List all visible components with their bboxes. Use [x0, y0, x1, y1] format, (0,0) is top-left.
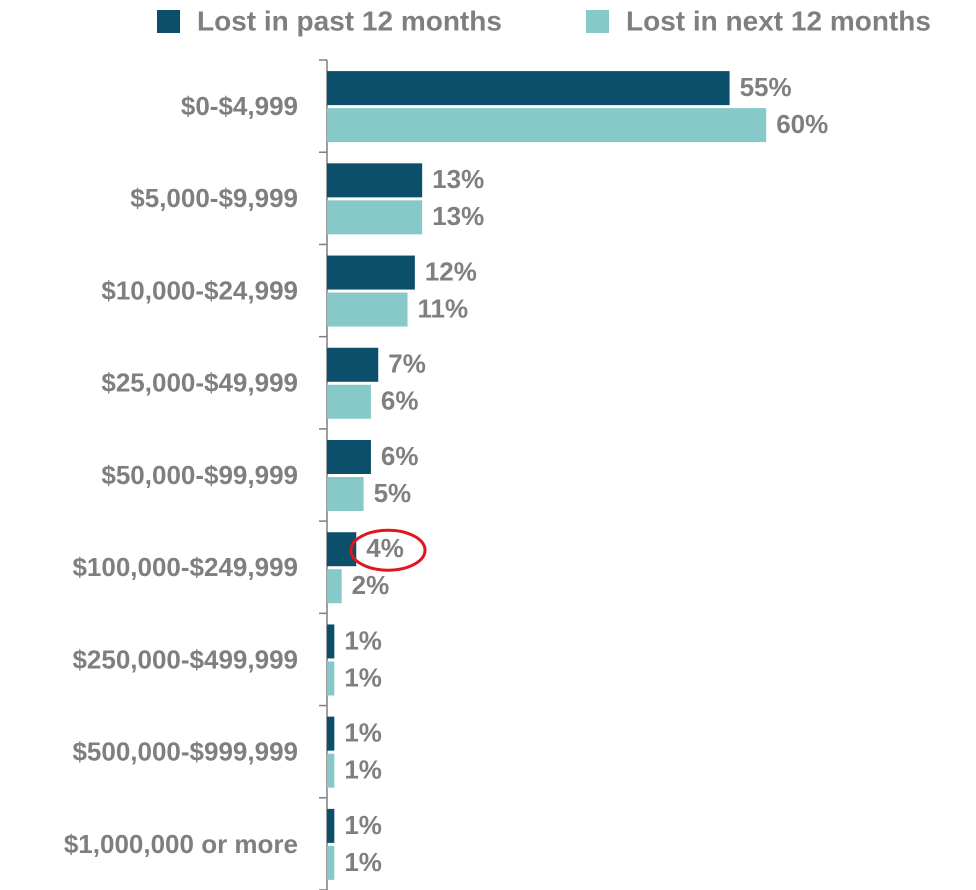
legend-label: Lost in past 12 months: [197, 5, 502, 36]
category-label: $50,000-$99,999: [101, 460, 298, 490]
value-label: 1%: [344, 662, 382, 692]
value-label: 12%: [425, 256, 477, 286]
category-label: $500,000-$999,999: [72, 737, 298, 767]
category-label: $0-$4,999: [181, 91, 298, 121]
bar: [327, 255, 415, 290]
category-label: $10,000-$24,999: [101, 275, 298, 305]
bar: [327, 753, 335, 788]
legend-swatch: [586, 10, 609, 33]
bar: [327, 163, 423, 198]
value-label: 1%: [344, 718, 382, 748]
bar: [327, 384, 371, 419]
bar: [327, 347, 379, 382]
highlight-circle: [349, 528, 427, 572]
value-label: 60%: [776, 109, 828, 139]
legend-label: Lost in next 12 months: [626, 5, 931, 36]
bar: [327, 71, 730, 106]
value-label: 11%: [418, 293, 469, 323]
bar: [327, 292, 408, 327]
category-label: $25,000-$49,999: [101, 368, 298, 398]
category-label: $100,000-$249,999: [72, 552, 298, 582]
value-label: 6%: [381, 386, 419, 416]
value-label: 5%: [374, 478, 412, 508]
value-label: 1%: [344, 847, 382, 877]
bar: [327, 569, 342, 604]
bar: [327, 661, 335, 696]
category-label: $5,000-$9,999: [130, 183, 298, 213]
value-label: 2%: [352, 570, 390, 600]
value-label: 7%: [388, 349, 426, 379]
bar: [327, 624, 335, 659]
bar: [327, 200, 423, 235]
category-label: $1,000,000 or more: [64, 829, 298, 859]
bar: [327, 477, 364, 511]
value-label: 1%: [344, 755, 382, 785]
bar: [327, 108, 767, 143]
value-label: 4%: [366, 533, 404, 563]
value-label: 6%: [381, 441, 419, 471]
bar: [327, 808, 335, 843]
value-label: 13%: [432, 201, 484, 231]
bar: [327, 440, 371, 474]
value-label: 1%: [344, 625, 382, 655]
bar: [327, 716, 335, 751]
bar: [327, 845, 335, 880]
legend-swatch: [157, 10, 180, 33]
value-label: 1%: [344, 810, 382, 840]
value-label: 55%: [740, 72, 792, 102]
value-label: 13%: [432, 164, 484, 194]
category-label: $250,000-$499,999: [72, 644, 298, 674]
